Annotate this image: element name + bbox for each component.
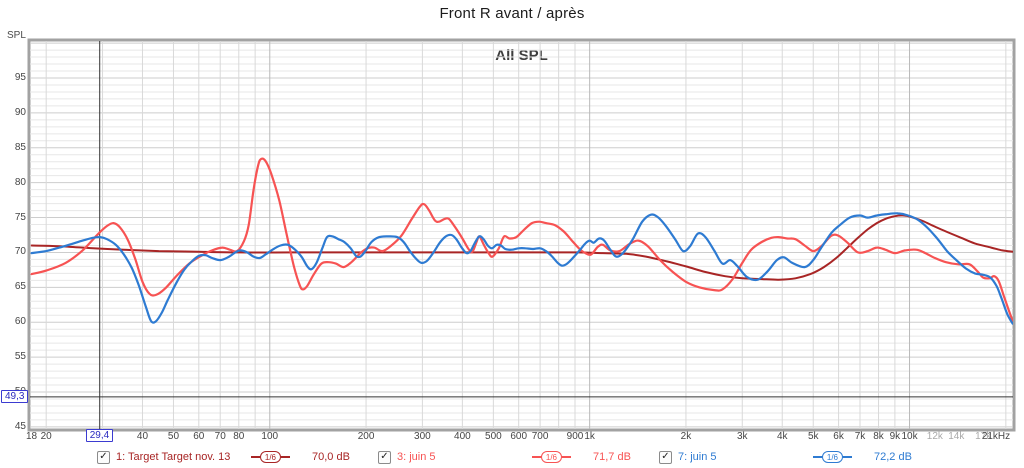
cursor-freq-label: 29,4: [85, 429, 114, 442]
x-axis-tick: 7k: [854, 431, 866, 442]
y-axis-tick: 60: [14, 316, 26, 328]
x-axis-tick: 2k: [680, 431, 692, 442]
line-segment: [250, 456, 260, 458]
x-axis-tick: 400: [454, 431, 471, 442]
y-axis-tick: 95: [14, 71, 26, 83]
legend-label-1: 1: Target Target nov. 13: [116, 451, 231, 463]
x-axis-tick: 9k: [889, 431, 901, 442]
cursor-spl-label: 49,3: [1, 389, 29, 403]
x-axis-tick: 70: [214, 431, 226, 442]
x-axis-tick: 300: [414, 431, 431, 442]
legend-entry-3: ✓ 7: juin 5 1/6 72,2 dB: [652, 450, 932, 464]
x-axis-tick: 20: [40, 431, 52, 442]
y-axis-tick: 80: [14, 176, 26, 188]
legend-value-3: 72,2 dB: [874, 451, 912, 463]
legend-value-2: 71,7 dB: [593, 451, 631, 463]
x-axis-tick: 200: [357, 431, 375, 442]
y-axis-tick: 85: [14, 141, 26, 153]
series-curve-2: [30, 157, 1013, 322]
smoothing-badge-2: 1/6: [540, 451, 562, 463]
legend-label-3: 7: juin 5: [678, 451, 717, 463]
legend-value-1: 70,0 dB: [312, 451, 350, 463]
x-axis-tick: 10k: [901, 431, 918, 442]
x-axis-tick: 700: [531, 431, 549, 442]
grid: [30, 41, 1013, 429]
x-axis-tick: 5k: [807, 431, 819, 442]
x-axis-tick: 3k: [736, 431, 748, 442]
y-axis-tick: 70: [14, 246, 26, 258]
cursor-crosshair: [30, 41, 1013, 429]
legend-bar: ✓ 1: Target Target nov. 13 1/6 70,0 dB ✓ 3: j…: [90, 448, 933, 466]
x-axis-tick: 50: [167, 431, 180, 442]
x-axis-tick: 17k: [975, 431, 992, 442]
series-curve-3: [30, 212, 1013, 325]
x-axis-tick: 4k: [776, 431, 788, 442]
x-axis-tick: 6k: [833, 431, 844, 442]
y-axis-tick: 55: [14, 351, 26, 363]
y-axis-unit-label: SPL: [7, 30, 26, 41]
legend-checkbox-1[interactable]: ✓: [97, 450, 110, 464]
line-segment: [281, 456, 290, 458]
y-axis-tick: 75: [14, 211, 26, 223]
line-segment: [531, 456, 541, 458]
series-curve-1: [30, 214, 1013, 281]
y-axis-tick: 45: [14, 420, 26, 432]
x-axis-tick: 600: [510, 431, 528, 442]
legend-checkbox-3[interactable]: ✓: [659, 450, 672, 464]
x-axis-tick: 500: [485, 431, 502, 442]
line-style-sample-2: 1/6: [531, 451, 571, 463]
y-axis-tick: 65: [14, 281, 26, 293]
legend-checkbox-2[interactable]: ✓: [378, 450, 391, 464]
line-segment: [843, 456, 852, 458]
smoothing-badge-1: 1/6: [259, 451, 281, 463]
line-style-sample-3: 1/6: [812, 451, 852, 463]
x-axis-tick: 21kHz: [981, 431, 1011, 442]
x-axis-tick: 12k: [926, 431, 943, 442]
x-axis-tick: 8k: [873, 431, 884, 442]
legend-entry-2: ✓ 3: juin 5 1/6 71,7 dB: [371, 450, 651, 464]
x-axis-tick: 40: [136, 431, 149, 442]
chart-subtitle: All SPL: [495, 47, 548, 64]
line-segment: [812, 456, 822, 458]
x-axis-tick: 900: [566, 431, 584, 442]
plot-frame: [27, 38, 1016, 432]
chart-title: Front R avant / après: [439, 5, 585, 22]
smoothing-badge-3: 1/6: [821, 451, 843, 463]
x-axis-tick: 60: [193, 431, 205, 442]
line-style-sample-1: 1/6: [250, 451, 290, 463]
line-segment: [562, 456, 571, 458]
x-axis-tick: 14k: [948, 431, 965, 442]
x-axis-tick: 1k: [584, 431, 595, 442]
y-axis-tick: 90: [14, 106, 26, 118]
x-axis-tick: 100: [261, 431, 279, 442]
legend-entry-1: ✓ 1: Target Target nov. 13 1/6 70,0 dB: [90, 450, 370, 464]
x-axis-tick: 18: [25, 431, 38, 442]
x-axis-tick: 80: [233, 431, 245, 442]
legend-label-2: 3: juin 5: [397, 451, 436, 463]
